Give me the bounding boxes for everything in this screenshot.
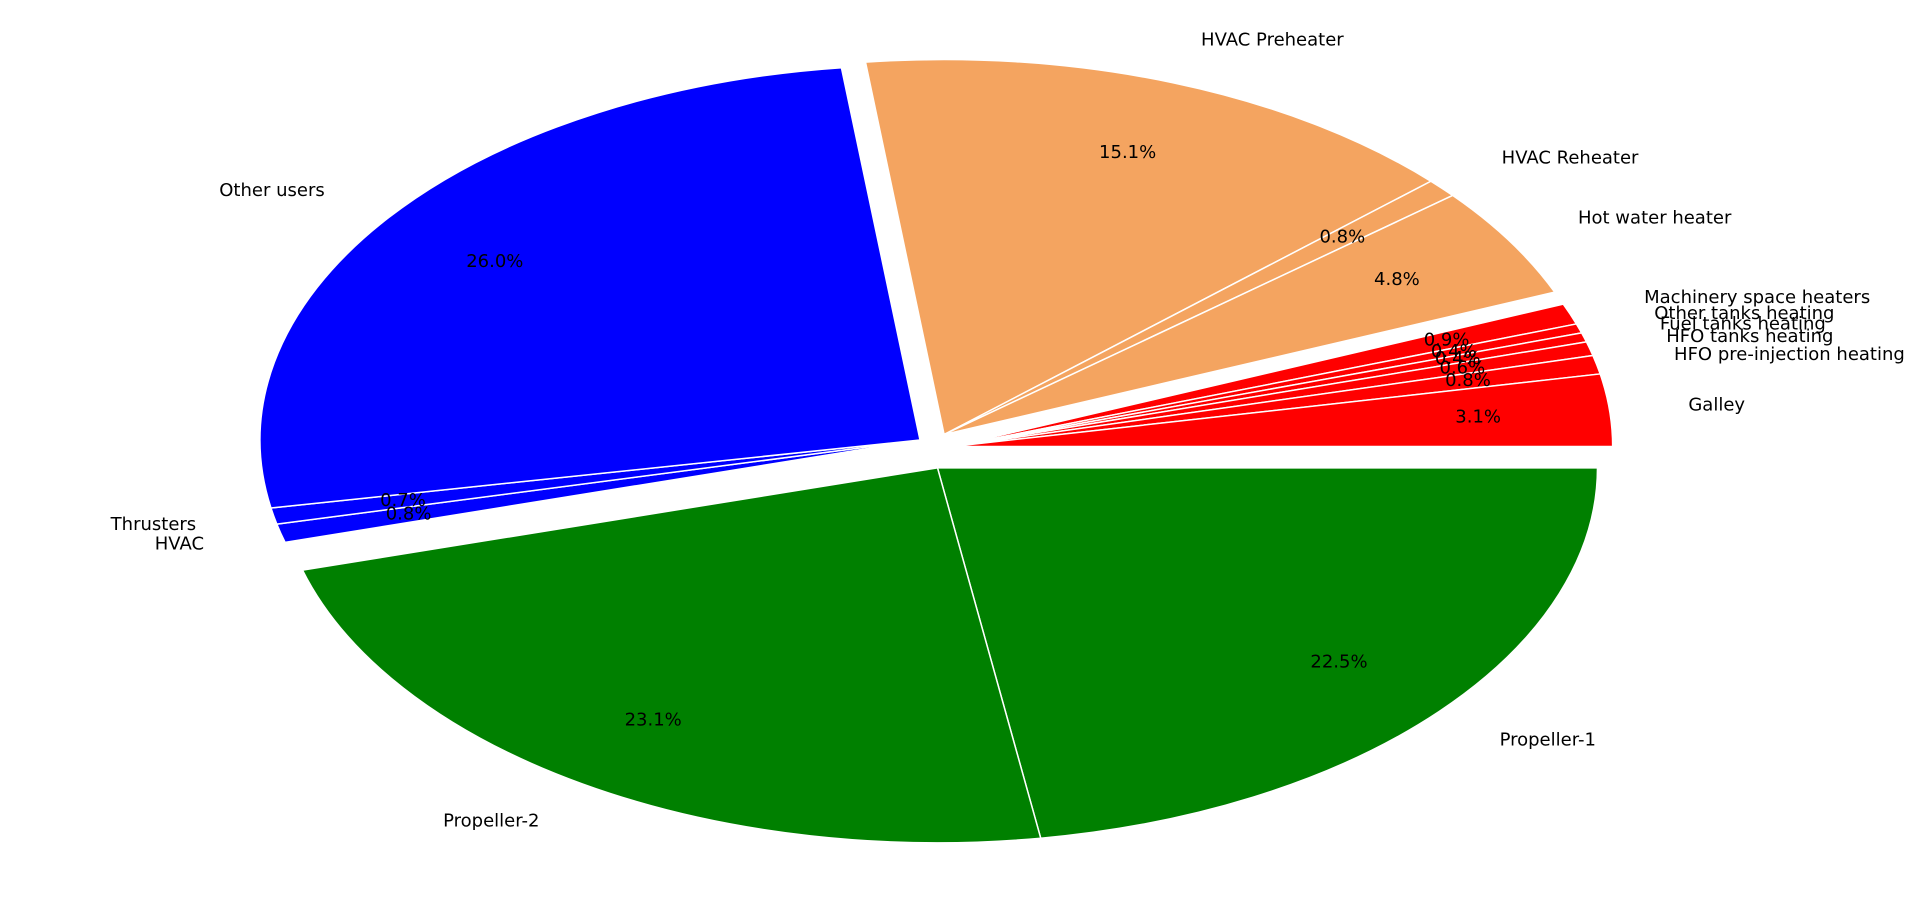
- pie-category-label-fuel-tanks-heating: Fuel tanks heating: [1660, 313, 1826, 334]
- pie-pct-label-thrusters: 0.7%: [380, 490, 426, 511]
- pie-pct-label-galley: 3.1%: [1455, 406, 1501, 427]
- pie-category-label-machinery-space-heaters: Machinery space heaters: [1644, 287, 1870, 308]
- pie-pct-label-other-tanks-heating: 0.4%: [1431, 341, 1477, 362]
- pie-pct-label-hvac-reheater: 0.8%: [1319, 227, 1365, 248]
- pie-pct-label-propeller-1: 22.5%: [1310, 652, 1367, 673]
- pie-slice-galley: [951, 373, 1614, 448]
- pie-labels: 22.5% Propeller-1 23.1% Propeller-2 0.8% HVAC…: [110, 30, 1905, 832]
- pie-pct-label-hfo-pre-injection-heating: 0.8%: [1445, 370, 1491, 391]
- pie-slice-other-users: [259, 66, 921, 509]
- pie-pct-label-propeller-2: 23.1%: [625, 710, 682, 731]
- pie-category-label-hvac: HVAC: [155, 533, 204, 554]
- pie-category-label-propeller-1: Propeller-1: [1500, 730, 1596, 751]
- pie-category-label-galley: Galley: [1688, 395, 1745, 416]
- pie-category-label-hvac-reheater: HVAC Reheater: [1502, 148, 1639, 169]
- pie-pct-label-machinery-space-heaters: 0.9%: [1424, 329, 1470, 350]
- pie-category-label-hot-water-heater: Hot water heater: [1578, 207, 1732, 228]
- pie-pct-label-hot-water-heater: 4.8%: [1374, 269, 1420, 290]
- pie-slice-propeller-2: [301, 467, 1042, 844]
- pie-slice-hot-water-heater: [943, 194, 1556, 436]
- pie-category-label-other-tanks-heating: Other tanks heating: [1654, 303, 1834, 324]
- pie-pct-label-other-users: 26.0%: [466, 251, 523, 272]
- pie-category-label-other-users: Other users: [219, 180, 324, 201]
- pie-category-label-hfo-pre-injection-heating: HFO pre-injection heating: [1674, 344, 1905, 365]
- pie-category-label-thrusters: Thrusters: [110, 514, 197, 535]
- pie-slice-propeller-1: [936, 467, 1599, 839]
- pie-pct-label-hvac: 0.8%: [386, 504, 432, 525]
- pie-pct-label-hfo-tanks-heating: 0.6%: [1440, 357, 1486, 378]
- pie-slice-hvac-preheater: [864, 58, 1432, 436]
- pie-category-label-hfo-tanks-heating: HFO tanks heating: [1666, 326, 1833, 347]
- pie-slices: [259, 58, 1614, 844]
- pie-pct-label-fuel-tanks-heating: 0.4%: [1435, 348, 1481, 369]
- pie-category-label-propeller-2: Propeller-2: [443, 811, 539, 832]
- pie-pct-label-hvac-preheater: 15.1%: [1099, 142, 1156, 163]
- pie-category-label-hvac-preheater: HVAC Preheater: [1201, 30, 1344, 51]
